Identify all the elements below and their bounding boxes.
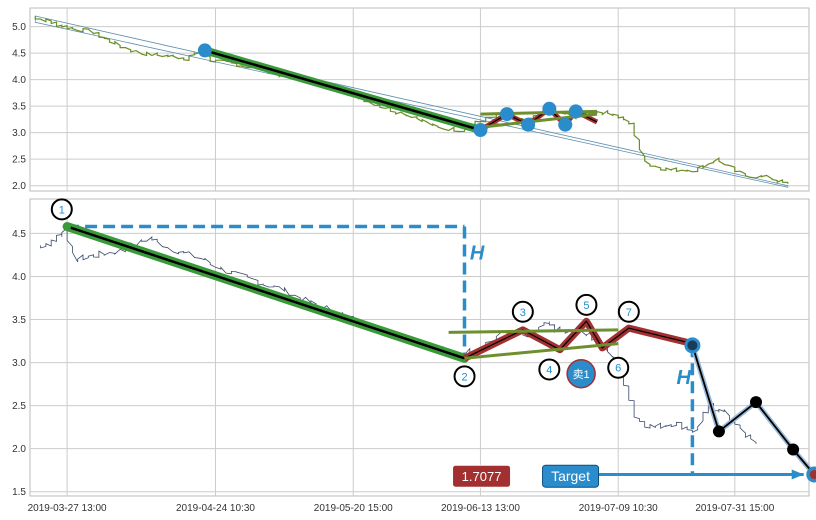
top-panel xyxy=(34,15,789,188)
bottom-xtick-label: 2019-07-09 10:30 xyxy=(579,503,658,514)
wave-point-label: 1 xyxy=(59,204,65,216)
top-ytick-label: 2.5 xyxy=(12,155,26,166)
pole-line xyxy=(66,225,465,360)
top-pivot-marker xyxy=(473,123,488,137)
top-ytick-label: 4.5 xyxy=(12,49,26,60)
target-badge-label: Target xyxy=(551,468,590,484)
bottom-ytick-label: 3.0 xyxy=(12,358,26,369)
start-marker xyxy=(63,222,72,231)
wave-point-circle xyxy=(575,293,598,316)
sell-signal-circle xyxy=(566,359,596,389)
bottom-ytick-label: 2.0 xyxy=(12,444,26,455)
bottom-xtick-label: 2019-03-27 13:00 xyxy=(28,503,107,514)
wave-point-circle xyxy=(453,365,476,388)
wave-point-label: 3 xyxy=(520,307,526,319)
top-ytick-label: 2.0 xyxy=(12,181,26,192)
top-pivot-marker xyxy=(568,104,583,119)
top-ytick-label: 3.5 xyxy=(12,102,26,113)
top-panel-frame xyxy=(29,7,810,192)
target-badge xyxy=(542,464,600,488)
target-marker-inner xyxy=(809,469,816,479)
h-measure-label: H xyxy=(677,367,692,389)
wave-point-circle xyxy=(617,300,640,323)
wave-point-circle xyxy=(511,300,534,323)
bottom-ytick-label: 1.5 xyxy=(12,487,26,498)
bottom-ytick-label: 3.5 xyxy=(12,315,26,326)
bottom-ytick-label: 4.5 xyxy=(12,229,26,240)
wave-point-label: 2 xyxy=(461,371,467,383)
wave-point-circle xyxy=(50,198,73,221)
h-measure-label: H xyxy=(470,242,485,264)
top-pivot-marker xyxy=(499,107,514,122)
target-arrowhead xyxy=(791,469,804,480)
top-price-line xyxy=(34,16,789,184)
top-pivot-marker xyxy=(521,117,536,132)
bottom-ytick-label: 4.0 xyxy=(12,272,26,283)
trend-channel xyxy=(34,15,789,188)
projection-pivot-dot xyxy=(712,425,725,438)
wave-point-label: 5 xyxy=(583,300,589,312)
wave-point-circle xyxy=(607,356,630,379)
top-grid: 2.0 2.5 3.0 3.5 4.0 4.5 5.0 xyxy=(12,8,809,192)
bottom-ytick-label: 2.5 xyxy=(12,401,26,412)
bottom-xtick-label: 2019-05-20 15:00 xyxy=(314,503,393,514)
top-ytick-label: 4.0 xyxy=(12,75,26,86)
top-ytick-label: 3.0 xyxy=(12,128,26,139)
breakout-marker-inner xyxy=(687,340,698,351)
bottom-xtick-label: 2019-06-13 13:00 xyxy=(441,503,520,514)
top-pivot-marker xyxy=(558,117,573,132)
wave-point-label: 6 xyxy=(615,363,621,375)
wave-point-label: 7 xyxy=(626,307,632,319)
target-value-badge xyxy=(452,464,512,488)
bottom-xtick-label: 2019-04-24 10:30 xyxy=(176,503,255,514)
target-value-label: 1.7077 xyxy=(462,469,502,484)
sell-signal-label: 卖1 xyxy=(573,368,590,381)
top-pole-line xyxy=(204,49,481,132)
projection-pivot-dot xyxy=(787,443,800,456)
flag-lower-line xyxy=(464,342,619,360)
top-pivot-marker xyxy=(197,43,212,58)
bottom-panel: 1 2 3 4 5 6 7 H H 卖1 1.7077 Target xyxy=(40,198,816,488)
bottom-grid: 1.5 2.0 2.5 3.0 3.5 4.0 4.5 2019-03-27 13:00 201… xyxy=(12,199,809,514)
top-ytick-label: 5.0 xyxy=(12,22,26,33)
top-pivot-marker xyxy=(542,101,557,116)
wave-point-label: 4 xyxy=(546,364,552,376)
wave-point-circle xyxy=(538,358,561,381)
bottom-xtick-label: 2019-07-31 15:00 xyxy=(695,503,774,514)
flag-upper-line xyxy=(448,328,619,334)
projection-pivot-dot xyxy=(750,396,763,409)
